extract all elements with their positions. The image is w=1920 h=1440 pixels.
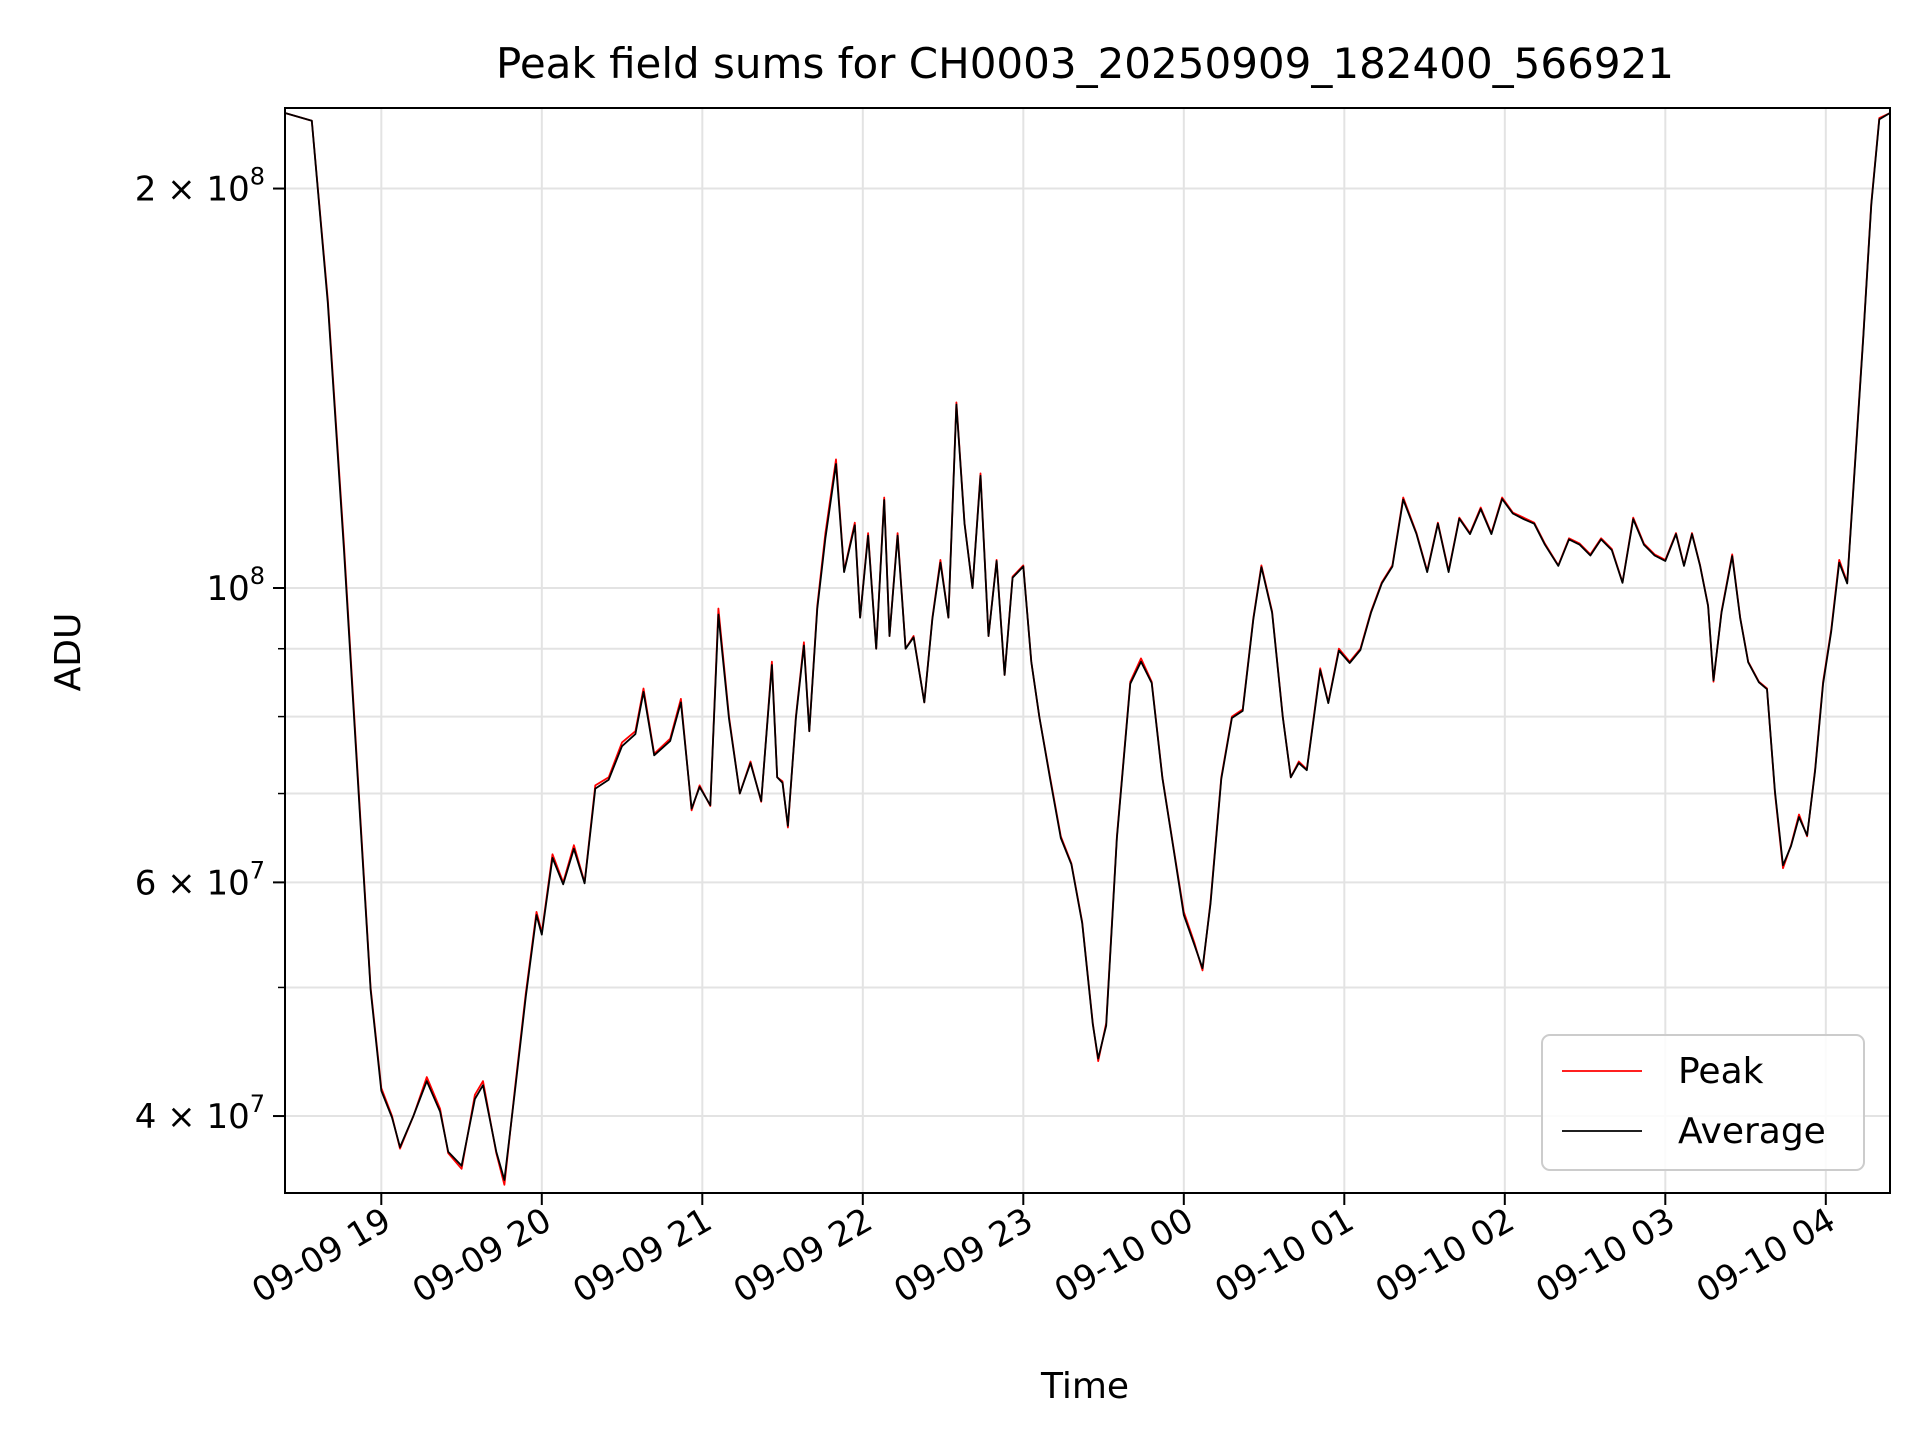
- series-line-average: [284, 112, 1891, 1181]
- legend-box: [1541, 1034, 1865, 1171]
- x-axis-label: Time: [1040, 1366, 1129, 1407]
- legend: Peak Average: [1541, 1034, 1865, 1171]
- x-tick-label: 09-09 21: [566, 1200, 718, 1311]
- plot-frame: [284, 107, 1891, 1194]
- x-tick-label: 09-10 01: [1208, 1200, 1360, 1311]
- x-tick-label: 09-09 22: [727, 1200, 879, 1311]
- chart-title: Peak field sums for CH0003_20250909_1824…: [496, 39, 1674, 88]
- y-tick-label: 2 × 108: [135, 163, 265, 210]
- x-tick-label: 09-09 23: [887, 1200, 1039, 1311]
- x-tick-label: 09-10 02: [1369, 1200, 1521, 1311]
- x-tick-label: 09-09 19: [245, 1200, 397, 1311]
- legend-label-peak: Peak: [1678, 1051, 1764, 1092]
- series-lines: [284, 112, 1891, 1186]
- legend-label-average: Average: [1678, 1111, 1826, 1152]
- y-tick-label: 108: [206, 562, 265, 609]
- y-axis-label: ADU: [48, 613, 89, 692]
- x-tick-label: 09-10 00: [1048, 1200, 1200, 1311]
- x-tick-label: 09-09 20: [406, 1200, 558, 1311]
- x-tick-label: 09-10 03: [1529, 1200, 1681, 1311]
- y-axis: 4 × 107 6 × 107 108 2 × 108: [135, 163, 285, 1137]
- x-tick-label: 09-10 04: [1690, 1200, 1842, 1311]
- grid-lines: [285, 108, 1890, 1193]
- y-tick-label: 4 × 107: [135, 1090, 265, 1137]
- x-axis: 09-09 19 09-09 20 09-09 21 09-09 22 09-09 23…: [245, 1193, 1842, 1311]
- y-tick-label: 6 × 107: [135, 856, 265, 903]
